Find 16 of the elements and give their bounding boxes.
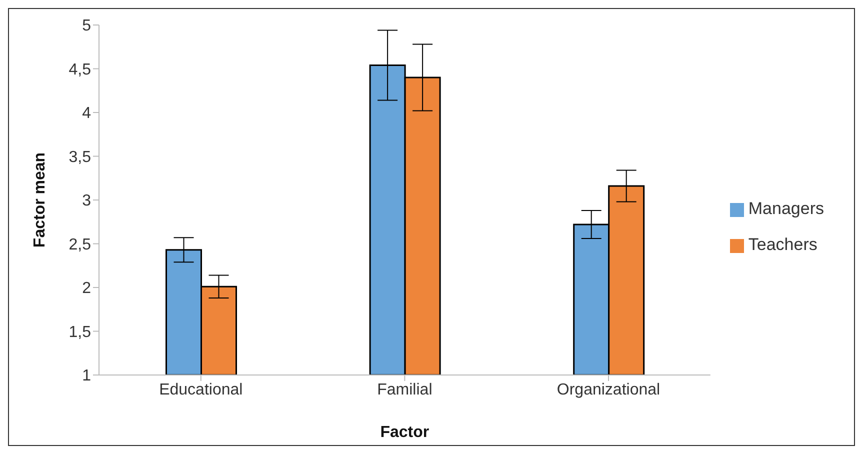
x-tick-label: Familial: [377, 381, 432, 398]
y-tick-label: 3: [82, 192, 92, 210]
legend-label: Teachers: [748, 235, 818, 254]
y-tick-label: 5: [82, 18, 92, 35]
y-tick-label: 1: [82, 368, 92, 385]
y-tick-label: 2: [82, 280, 92, 298]
y-tick-label: 1,5: [68, 324, 92, 341]
x-tick-label: Organizational: [556, 381, 660, 398]
legend-label: Managers: [748, 199, 824, 218]
x-tick-label: Educational: [159, 381, 243, 398]
y-tick-label: 4: [82, 105, 92, 122]
y-tick-label: 2,5: [68, 236, 92, 254]
x-axis-title: Factor: [380, 424, 430, 441]
y-axis-title: Factor mean: [32, 152, 49, 248]
y-tick-label: 3,5: [68, 148, 92, 166]
y-tick-label: 4,5: [68, 61, 92, 78]
